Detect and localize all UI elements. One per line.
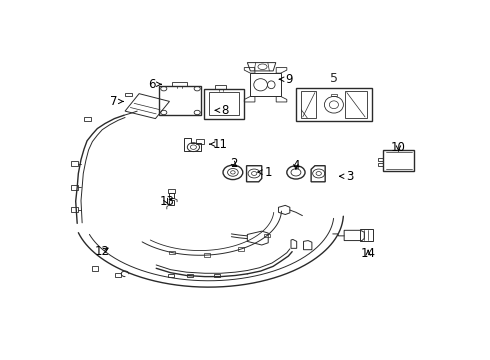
- Bar: [93, 266, 98, 271]
- Bar: [331, 94, 337, 96]
- Bar: [215, 85, 226, 89]
- Bar: [383, 150, 415, 171]
- Bar: [264, 234, 270, 237]
- Bar: [71, 207, 78, 212]
- Text: 2: 2: [230, 157, 238, 170]
- Bar: [172, 82, 187, 86]
- Text: 10: 10: [391, 141, 406, 154]
- Bar: [71, 185, 78, 190]
- Text: 11: 11: [210, 138, 227, 150]
- Text: 8: 8: [215, 104, 228, 117]
- Text: 5: 5: [330, 72, 338, 85]
- Bar: [187, 274, 194, 278]
- Bar: [296, 88, 372, 121]
- Bar: [169, 274, 174, 278]
- Bar: [238, 247, 244, 251]
- Text: 1: 1: [258, 166, 272, 179]
- Bar: [214, 274, 220, 278]
- Bar: [196, 139, 204, 144]
- Bar: [204, 253, 210, 257]
- Bar: [209, 92, 239, 115]
- Bar: [115, 273, 121, 278]
- Bar: [125, 93, 132, 96]
- Bar: [71, 161, 78, 166]
- Text: 14: 14: [361, 247, 376, 260]
- Text: 4: 4: [292, 159, 300, 172]
- Text: 12: 12: [95, 245, 110, 258]
- Text: 6: 6: [148, 78, 161, 91]
- Text: 3: 3: [340, 170, 354, 183]
- Bar: [159, 86, 201, 115]
- Bar: [169, 251, 175, 254]
- Bar: [170, 199, 174, 204]
- Bar: [204, 89, 244, 118]
- Text: 7: 7: [110, 95, 123, 108]
- Bar: [169, 189, 175, 193]
- Text: 9: 9: [279, 73, 293, 86]
- Bar: [84, 117, 91, 121]
- Text: 13: 13: [159, 195, 174, 208]
- Bar: [170, 193, 174, 198]
